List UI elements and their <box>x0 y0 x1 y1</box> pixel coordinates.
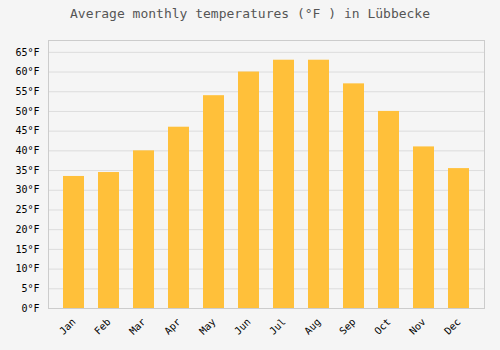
svg-text:25°F: 25°F <box>15 204 39 215</box>
svg-text:55°F: 55°F <box>15 86 39 97</box>
svg-text:20°F: 20°F <box>15 224 39 235</box>
svg-text:May: May <box>197 316 218 337</box>
svg-text:Apr: Apr <box>162 316 183 337</box>
svg-text:Jan: Jan <box>57 316 78 337</box>
svg-text:40°F: 40°F <box>15 145 39 156</box>
svg-text:Dec: Dec <box>442 316 463 337</box>
svg-text:45°F: 45°F <box>15 125 39 136</box>
html-text:Average monthly temperatures (: Average monthly temperatures (°F ) in Lü… <box>70 6 430 21</box>
svg-text:35°F: 35°F <box>15 165 39 176</box>
svg-text:5°F: 5°F <box>21 283 39 294</box>
svg-text:15°F: 15°F <box>15 244 39 255</box>
svg-text:Nov: Nov <box>407 316 428 337</box>
svg-text:Jul: Jul <box>267 316 288 337</box>
svg-text:30°F: 30°F <box>15 184 39 195</box>
svg-text:Jun: Jun <box>232 316 253 337</box>
svg-text:Sep: Sep <box>337 316 358 337</box>
svg-text:Feb: Feb <box>92 316 113 337</box>
svg-text:Mar: Mar <box>127 316 148 337</box>
svg-text:50°F: 50°F <box>15 106 39 117</box>
svg-text:10°F: 10°F <box>15 263 39 274</box>
svg-text:Aug: Aug <box>302 316 323 337</box>
svg-text:60°F: 60°F <box>15 66 39 77</box>
svg-text:0°F: 0°F <box>21 303 39 314</box>
svg-text:65°F: 65°F <box>15 47 39 58</box>
svg-text:Oct: Oct <box>372 316 393 337</box>
